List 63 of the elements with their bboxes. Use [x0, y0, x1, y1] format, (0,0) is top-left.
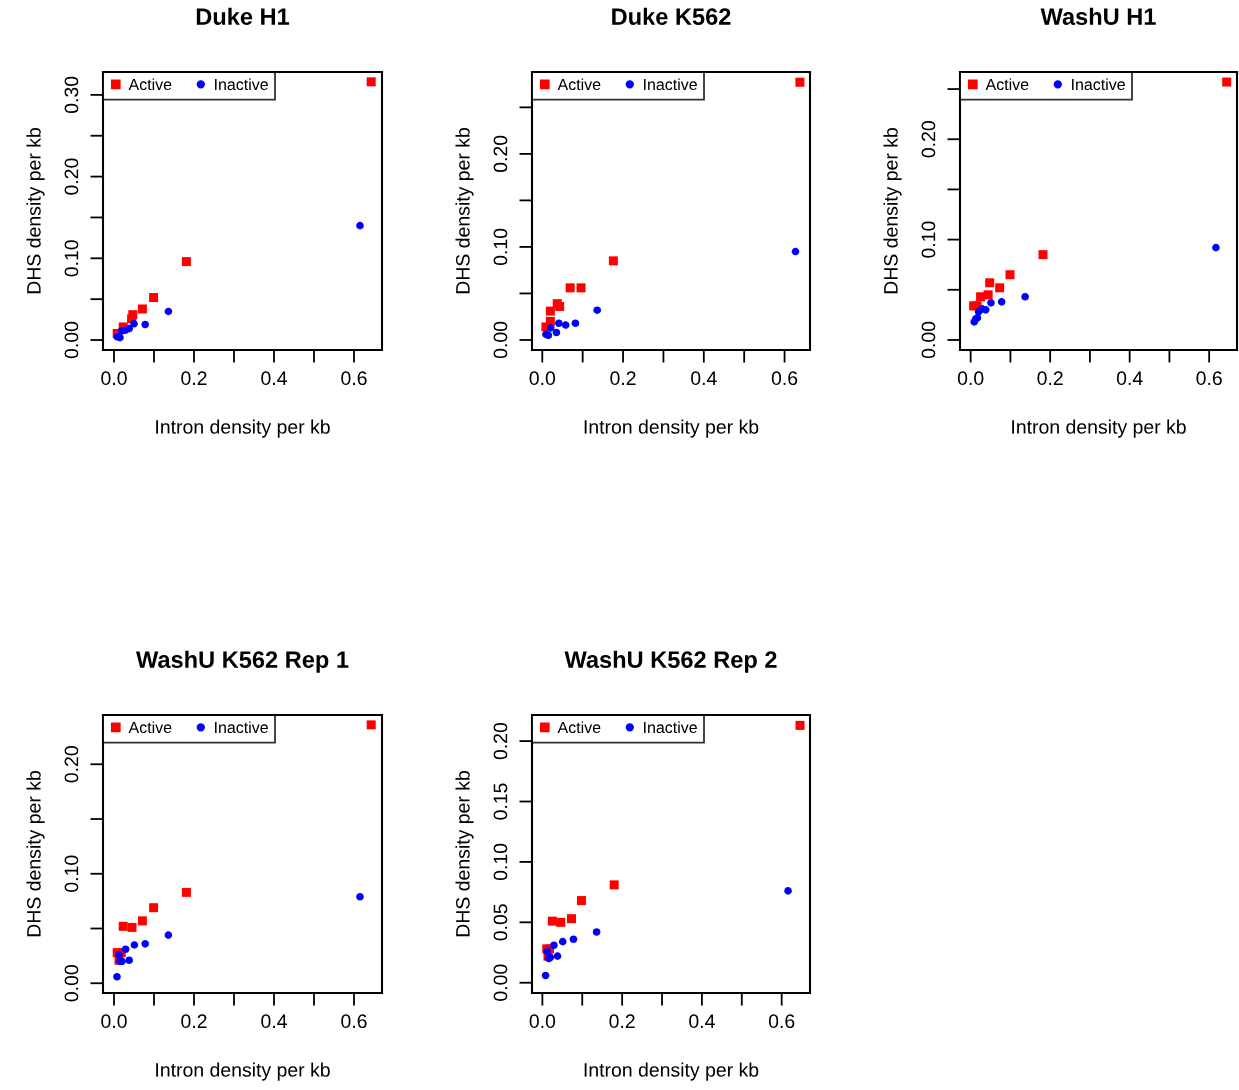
y-tick-label: 0.05 — [493, 904, 508, 941]
x-tick-label: 0.0 — [957, 371, 984, 386]
y-tick-label: 0.00 — [64, 321, 79, 359]
y-tick-label: 0.20 — [64, 746, 79, 783]
y-tick-label: 0.10 — [493, 843, 508, 881]
y-tick-label: 0.20 — [493, 722, 508, 760]
x-tick-label: 0.2 — [610, 371, 636, 386]
legend-label: Inactive — [215, 78, 268, 91]
legend-label: Active — [985, 78, 1029, 91]
y-axis-title: DHS density per kb — [883, 128, 902, 294]
x-tick-label: 0.6 — [1196, 371, 1222, 386]
x-tick-label: 0.2 — [609, 1014, 635, 1029]
x-axis-title: Intron density per kb — [156, 419, 330, 438]
x-tick-label: 0.0 — [101, 371, 127, 386]
x-tick-label: 0.4 — [1116, 371, 1143, 386]
x-tick-label: 0.2 — [181, 1014, 207, 1029]
y-tick-label: 0.00 — [64, 965, 79, 1002]
x-tick-label: 0.0 — [529, 371, 556, 386]
legend-label: Inactive — [215, 721, 268, 734]
legend-label: Active — [557, 721, 601, 734]
y-axis-title: DHS density per kb — [26, 771, 45, 937]
y-axis-title: DHS density per kb — [26, 128, 45, 294]
x-tick-label: 0.6 — [341, 371, 367, 386]
x-tick-label: 0.6 — [771, 371, 798, 386]
x-tick-label: 0.4 — [261, 1014, 287, 1029]
y-tick-label: 0.20 — [493, 135, 508, 173]
y-axis-title: DHS density per kb — [455, 128, 474, 294]
x-tick-label: 0.0 — [529, 1014, 556, 1029]
legend-label: Active — [128, 78, 172, 91]
y-tick-label: 0.00 — [493, 321, 508, 359]
x-tick-label: 0.4 — [691, 371, 717, 386]
legend-label: Active — [557, 78, 601, 91]
x-axis-title: Intron density per kb — [584, 419, 759, 438]
chart-title: WashU K562 Rep 2 — [564, 650, 777, 673]
x-tick-label: 0.6 — [768, 1014, 795, 1029]
y-tick-label: 0.10 — [64, 855, 79, 892]
chart-title: Duke H1 — [196, 7, 290, 26]
chart-title: WashU H1 — [1040, 7, 1156, 26]
x-tick-label: 0.4 — [689, 1014, 715, 1029]
x-tick-label: 0.2 — [181, 371, 207, 386]
legend-label: Inactive — [1072, 78, 1125, 91]
legend-label: Active — [128, 721, 172, 734]
legend-label: Inactive — [644, 721, 697, 734]
y-tick-label: 0.10 — [493, 228, 508, 266]
x-tick-label: 0.2 — [1037, 371, 1063, 386]
y-tick-label: 0.20 — [64, 158, 79, 195]
y-tick-label: 0.15 — [493, 783, 508, 820]
x-tick-label: 0.4 — [261, 371, 287, 386]
y-tick-label: 0.10 — [64, 240, 79, 277]
y-tick-label: 0.30 — [64, 76, 79, 114]
x-tick-label: 0.0 — [101, 1014, 127, 1029]
legend-label: Inactive — [644, 78, 697, 91]
y-tick-label: 0.20 — [921, 121, 936, 158]
y-tick-label: 0.10 — [921, 221, 936, 258]
x-tick-label: 0.6 — [341, 1014, 367, 1029]
x-axis-title: Intron density per kb — [156, 1062, 330, 1081]
chart-title: Duke K562 — [612, 7, 731, 26]
x-axis-title: Intron density per kb — [584, 1062, 759, 1081]
y-axis-title: DHS density per kb — [455, 771, 474, 937]
y-tick-label: 0.00 — [493, 964, 508, 1001]
y-tick-label: 0.00 — [921, 321, 936, 359]
chart-title: WashU K562 Rep 1 — [136, 650, 349, 673]
x-axis-title: Intron density per kb — [1012, 419, 1186, 438]
